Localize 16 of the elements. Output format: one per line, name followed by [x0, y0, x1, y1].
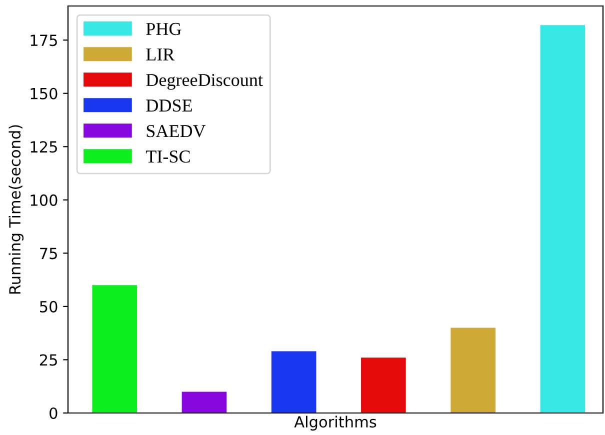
legend-label: LIR — [146, 48, 175, 60]
y-tick-label: 0 — [50, 407, 58, 420]
y-tick-label: 25 — [40, 354, 57, 366]
legend-label: PHG — [146, 22, 182, 36]
y-tick-label: 75 — [40, 248, 57, 260]
y-axis-title: Running Time(second) — [8, 125, 24, 294]
legend-label: SAEDV — [146, 125, 206, 138]
legend-label: TI-SC — [146, 150, 190, 163]
legend-label: DDSE — [146, 100, 192, 112]
y-tick-label: 100 — [30, 194, 58, 206]
y-tick-label: 125 — [30, 141, 57, 153]
legend-label: DegreeDiscount — [146, 74, 263, 90]
x-axis-title: Algorithms — [294, 416, 376, 431]
y-tick-label: 175 — [30, 34, 57, 46]
y-tick-label: 50 — [40, 300, 58, 312]
y-tick-label: 150 — [30, 88, 58, 100]
